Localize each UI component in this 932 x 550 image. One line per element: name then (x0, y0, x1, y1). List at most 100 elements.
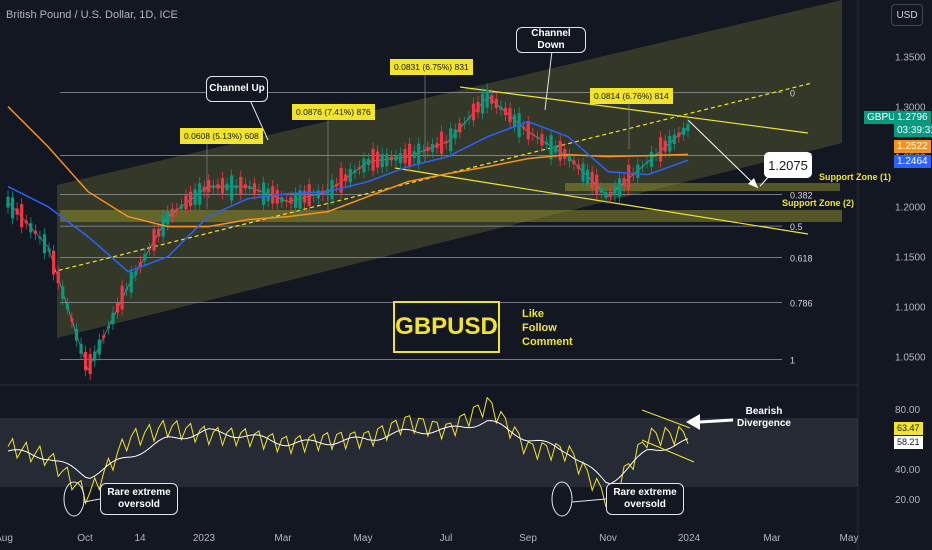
candle-body (330, 180, 334, 200)
candle-body (79, 343, 83, 354)
candle-body (147, 248, 152, 250)
time-tick-label: Oct (77, 533, 93, 544)
rsi-line (7, 396, 689, 507)
rsi-tick-label: 40.00 (895, 465, 920, 476)
candle-body (211, 185, 215, 189)
candle-body (339, 167, 343, 193)
candle-body (430, 144, 435, 152)
candle-body (334, 183, 339, 187)
candle-body (161, 215, 165, 237)
candle-body (74, 328, 79, 341)
candle-body (526, 122, 530, 140)
candle-body (47, 248, 51, 252)
candle-body (581, 163, 585, 182)
oversold-2-line2: oversold (624, 499, 666, 510)
candle-body (138, 261, 142, 268)
candle-body (604, 191, 608, 198)
candle-body (508, 108, 512, 123)
oversold-circle-1 (63, 481, 85, 517)
cta-follow: Follow (522, 322, 557, 334)
candle-body (385, 153, 389, 166)
candle-body (467, 117, 471, 120)
time-tick-label: Nov (599, 533, 617, 544)
ma-blue-line (7, 120, 689, 273)
candle-body (494, 98, 498, 109)
ma-blue-label: 1.2464 (894, 155, 931, 168)
candle-body (663, 140, 667, 152)
candle-body (585, 169, 590, 185)
candle-body (56, 271, 60, 284)
candle-body (207, 180, 211, 192)
candle-body (312, 194, 316, 196)
candle-body (590, 171, 594, 188)
support-zone-2-label: Support Zone (2) (782, 198, 854, 208)
cta-like: Like (522, 308, 545, 320)
oversold-2-line1: Rare extreme (613, 487, 677, 498)
candle-body (24, 220, 28, 224)
candle-body (275, 190, 279, 204)
candle-body (636, 164, 640, 178)
candle-body (389, 156, 393, 161)
target-price-box: 1.2075 (764, 152, 812, 178)
time-tick-label: May (354, 533, 373, 544)
time-tick-label: Sep (519, 533, 537, 544)
candle-body (293, 193, 298, 208)
candle-body (476, 102, 480, 113)
oversold-callout-1: Rare extreme oversold (100, 483, 178, 515)
fib-label-0.618: 0.618 (790, 254, 813, 264)
candle-body (239, 176, 243, 195)
candle-body (198, 183, 202, 205)
rsi-signal-line (7, 420, 689, 485)
price-tick-label: 1.1000 (895, 303, 926, 314)
candle-body (531, 133, 535, 136)
candle-body (152, 229, 156, 251)
candle-body (143, 254, 147, 261)
candle-body (471, 103, 476, 121)
price-tick-label: 1.1500 (895, 253, 926, 264)
candle-body (10, 197, 15, 219)
candle-body (179, 204, 184, 209)
candle-body (111, 312, 115, 325)
candle-body (52, 250, 56, 275)
currency-button[interactable]: USD (891, 4, 923, 26)
candle-body (599, 187, 603, 193)
candle-body (97, 339, 101, 355)
candle-body (230, 175, 234, 201)
candle-body (499, 106, 503, 110)
rsi-tick-label: 80.00 (895, 405, 920, 416)
candle-body (408, 143, 412, 166)
candle-body (298, 190, 302, 209)
candle-body (243, 184, 247, 189)
candle-body (572, 160, 576, 165)
ma-orange-line (7, 106, 689, 228)
oversold-pointer-2 (571, 498, 607, 503)
candle-body (640, 166, 644, 168)
candle-body (120, 285, 124, 310)
fib-label-1: 1 (790, 356, 795, 366)
divergence-lower (641, 439, 695, 463)
candle-body (362, 158, 366, 173)
candles (6, 83, 690, 381)
candle-body (280, 196, 284, 203)
candle-body (558, 140, 562, 161)
candle-body (38, 236, 42, 239)
candle-body (125, 288, 129, 291)
candle-body (421, 150, 425, 152)
candle-body (645, 162, 649, 164)
rise-label-2: 0.0876 (7.41%) 876 (292, 104, 375, 120)
price-tick-label: 1.3500 (895, 53, 926, 64)
candle-body (70, 318, 74, 322)
candle-body (61, 286, 65, 299)
support-zone-1-label: Support Zone (1) (819, 172, 891, 182)
rise-label-3: 0.0831 (6.75%) 831 (390, 59, 473, 75)
candle-body (234, 185, 238, 189)
candle-body (225, 183, 229, 191)
candle-body (403, 149, 407, 164)
last-price-label: 1.2796 (894, 111, 931, 124)
candle-body (439, 131, 444, 154)
candle-body (681, 127, 686, 135)
rise-label-1: 0.0608 (5.13%) 608 (180, 128, 263, 144)
candle-body (102, 335, 106, 338)
channel-down-lower (394, 167, 809, 235)
candle-body (417, 143, 421, 164)
